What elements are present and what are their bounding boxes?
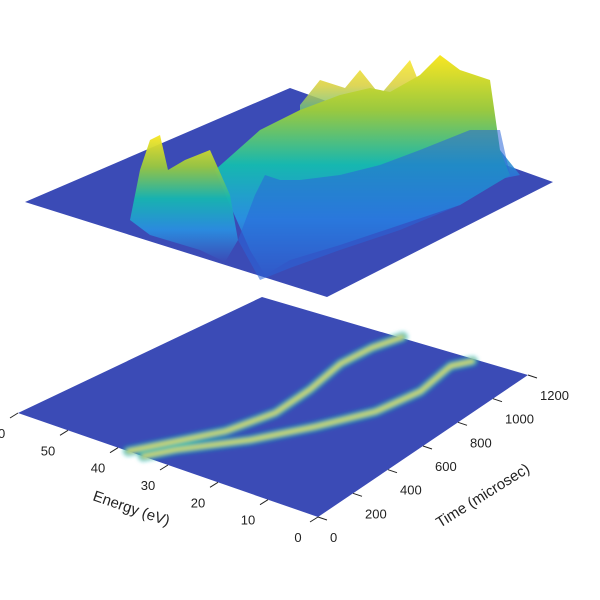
x-tick-label: 600	[435, 459, 457, 474]
y-tick-mark	[209, 481, 219, 488]
x-tick-label: 1000	[505, 412, 534, 427]
x-tick-mark	[527, 374, 538, 379]
y-axis-title: Energy (eV)	[91, 488, 172, 530]
x-tick-mark	[317, 516, 328, 521]
y-tick-label: 30	[141, 478, 155, 493]
x-tick-mark	[352, 492, 363, 497]
y-tick-mark	[9, 412, 19, 419]
heatmap-plot: 0 200 400 600 800 1000 1200 0 10 20 30 40 50 60	[0, 297, 569, 545]
band-core-1	[141, 359, 475, 458]
y-tick-mark	[59, 429, 69, 436]
y-tick-mark	[159, 464, 169, 471]
y-tick-label: 40	[91, 461, 105, 476]
surface-front-wall	[238, 130, 510, 280]
y-tick-mark	[309, 516, 319, 523]
heatmap-floor	[18, 297, 528, 517]
y-tick-label: 10	[241, 513, 255, 528]
surface-left-peak	[130, 135, 238, 262]
y-tick-mark	[259, 499, 269, 506]
x-tick-mark	[492, 398, 503, 403]
band-core-2	[126, 335, 405, 453]
x-tick-label: 1200	[540, 388, 569, 403]
heatmap-ticks: 0 200 400 600 800 1000 1200 0 10 20 30 40 50 60	[0, 374, 569, 545]
y-tick-label: 50	[41, 443, 55, 458]
x-tick-label: 400	[400, 483, 422, 498]
x-tick-label: 0	[330, 530, 337, 545]
y-tick-label: 60	[0, 426, 5, 441]
heatmap-bands	[123, 332, 478, 461]
x-tick-mark	[422, 445, 433, 450]
y-tick-label: 0	[294, 530, 301, 545]
x-tick-label: 800	[470, 435, 492, 450]
y-tick-label: 20	[191, 495, 205, 510]
y-tick-mark	[109, 447, 119, 454]
surface-plot	[25, 55, 553, 297]
x-tick-mark	[387, 469, 398, 474]
x-tick-label: 200	[365, 506, 387, 521]
x-tick-mark	[457, 421, 468, 426]
